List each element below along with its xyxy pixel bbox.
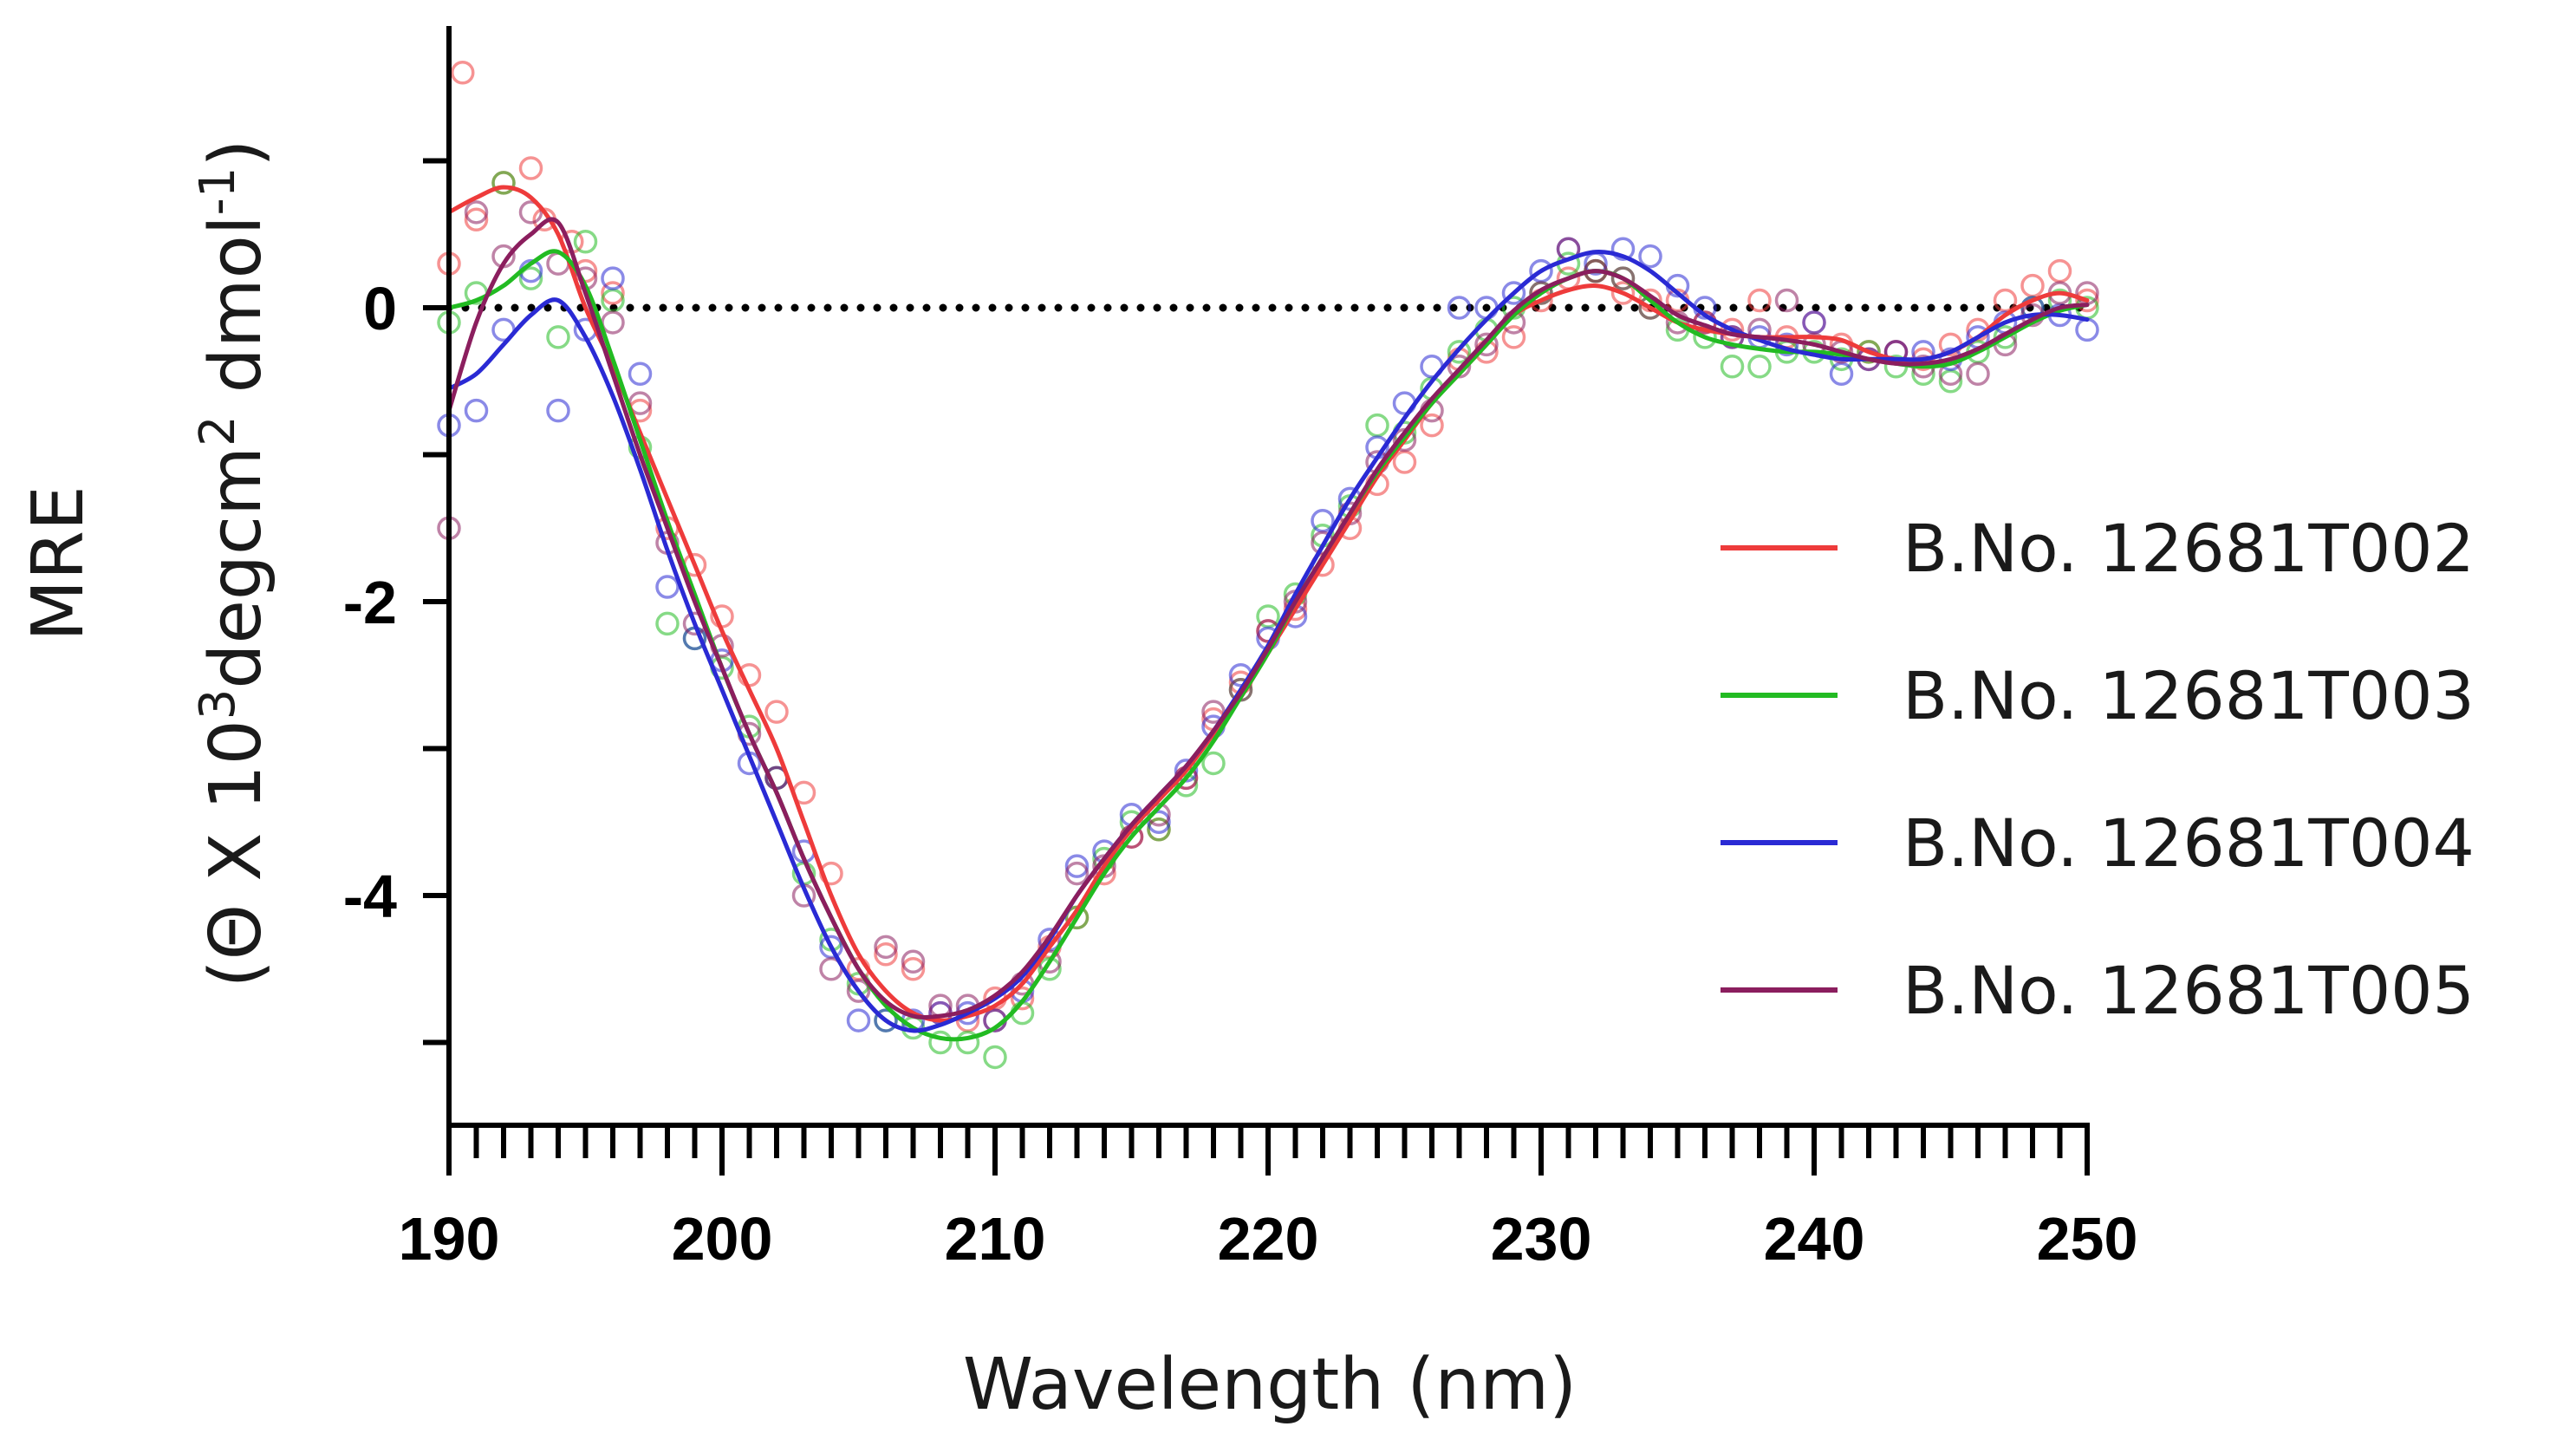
data-point xyxy=(1147,810,1171,834)
data-point xyxy=(518,156,543,180)
series-4 xyxy=(437,200,2099,1032)
data-point xyxy=(846,1008,871,1032)
data-point xyxy=(1420,413,1444,438)
legend-label: B.No. 12681T005 xyxy=(1903,952,2475,1029)
data-point xyxy=(1993,325,2018,349)
data-point xyxy=(1638,244,1662,269)
x-tick-label: 240 xyxy=(1764,1205,1865,1273)
data-point xyxy=(1474,332,1499,357)
data-point xyxy=(874,942,898,967)
y-axis-title-mid2: dmol xyxy=(195,215,277,415)
y-axis-title-prefix: (Θ X 10 xyxy=(195,720,277,987)
data-point xyxy=(1365,413,1389,438)
data-point xyxy=(1857,340,1881,364)
data-point xyxy=(464,398,489,423)
data-point xyxy=(1447,296,1472,320)
data-point xyxy=(901,957,926,981)
data-point xyxy=(901,949,926,974)
data-point xyxy=(764,700,789,724)
data-point xyxy=(1064,861,1090,886)
data-point xyxy=(1966,362,1990,387)
data-point xyxy=(518,266,543,290)
data-point xyxy=(628,362,653,387)
y-axis-title-sup2: 2 xyxy=(190,415,246,446)
data-point xyxy=(983,1045,1007,1070)
data-point xyxy=(1774,288,1799,313)
data-point xyxy=(1747,355,1772,379)
data-point xyxy=(601,310,625,335)
data-point xyxy=(1010,1000,1035,1026)
data-point xyxy=(1311,509,1335,533)
data-point xyxy=(1201,751,1226,776)
data-point xyxy=(1610,281,1636,305)
data-point xyxy=(451,61,475,85)
y-tick-label: -4 xyxy=(343,863,397,930)
data-point xyxy=(2075,317,2099,342)
data-point xyxy=(2075,288,2099,313)
legend: B.No. 12681T002 B.No. 12681T003 B.No. 1268… xyxy=(1721,510,2475,1029)
data-point xyxy=(464,200,489,225)
data-point xyxy=(1993,288,2018,313)
data-point xyxy=(655,611,680,636)
data-point xyxy=(1147,817,1171,842)
data-point xyxy=(655,575,680,599)
data-point xyxy=(1501,281,1526,305)
data-point xyxy=(1201,700,1226,724)
data-point xyxy=(1610,266,1636,290)
data-point xyxy=(1720,355,1745,379)
data-point xyxy=(1529,281,1553,305)
y-axis-title-sup3: -1 xyxy=(190,167,246,216)
data-point xyxy=(1392,450,1417,474)
data-point xyxy=(601,281,625,305)
legend-label: B.No. 12681T004 xyxy=(1903,804,2475,882)
data-point xyxy=(546,398,570,423)
y-axis-title-sup1: 3 xyxy=(190,689,246,720)
x-tick-label: 190 xyxy=(399,1205,500,1273)
data-point xyxy=(1064,854,1090,878)
data-point xyxy=(1010,986,1035,1011)
data-point xyxy=(874,935,898,960)
data-point xyxy=(573,229,598,254)
data-point xyxy=(1610,237,1636,261)
y-axis-title-line2: (Θ X 103degcm2 dmol-1) xyxy=(190,140,277,988)
data-point xyxy=(1501,325,1526,349)
data-point xyxy=(1665,310,1690,335)
y-tick-label: -2 xyxy=(343,569,397,636)
data-point xyxy=(2020,273,2045,298)
data-point xyxy=(955,1030,980,1055)
axes: 0 -2 -4 190 200 210 220 230 240 250 xyxy=(343,26,2138,1273)
data-point xyxy=(1802,310,1826,335)
x-tick-label: 250 xyxy=(2037,1205,2138,1273)
data-point xyxy=(1447,340,1472,364)
data-point xyxy=(518,200,543,225)
data-point xyxy=(601,266,625,290)
plot-marks xyxy=(437,61,2099,1070)
x-tick-label: 210 xyxy=(945,1205,1046,1273)
legend-label: B.No. 12681T003 xyxy=(1903,657,2475,734)
legend-label: B.No. 12681T002 xyxy=(1903,510,2475,587)
data-point xyxy=(2047,258,2072,283)
data-point xyxy=(874,1008,898,1032)
data-point xyxy=(846,979,871,1003)
y-tick-label: 0 xyxy=(363,275,397,342)
y-axis-title: MRE (Θ X 103degcm2 dmol-1) xyxy=(17,140,277,988)
data-point xyxy=(1829,362,1854,387)
data-point xyxy=(928,1030,953,1055)
x-axis-title: Wavelength (nm) xyxy=(963,1344,1577,1426)
data-point xyxy=(464,207,489,232)
data-point xyxy=(546,325,570,349)
x-tick-label: 220 xyxy=(1218,1205,1319,1273)
y-axis-title-suffix: ) xyxy=(195,140,277,167)
x-tick-label: 230 xyxy=(1491,1205,1592,1273)
x-tick-label: 200 xyxy=(672,1205,773,1273)
series-line xyxy=(446,217,2090,1020)
data-point xyxy=(491,171,516,195)
data-point xyxy=(1747,288,1772,313)
y-axis-title-mid: degcm xyxy=(195,446,277,689)
y-axis-title-line1: MRE xyxy=(17,485,100,642)
